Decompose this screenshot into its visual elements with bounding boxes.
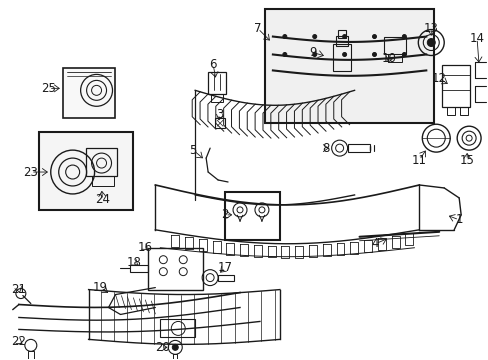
Text: 18: 18 [127,256,142,269]
Bar [459,107,467,115]
Circle shape [372,35,376,39]
Circle shape [342,53,346,57]
Text: 3: 3 [216,108,224,121]
Text: 21: 21 [11,283,26,296]
Bar [160,319,195,337]
Text: 4: 4 [371,237,379,250]
Bar [148,248,203,289]
Text: 2: 2 [221,208,228,221]
Text: 10: 10 [381,52,396,65]
Bar [91,176,113,186]
Text: 15: 15 [459,154,474,167]
Circle shape [342,35,346,39]
Text: 5: 5 [189,144,197,157]
Text: 25: 25 [41,82,56,95]
Text: 14: 14 [468,32,484,45]
Text: 24: 24 [95,193,110,206]
Text: 11: 11 [411,154,426,167]
Circle shape [372,53,376,57]
Bar [130,265,148,272]
Text: 7: 7 [254,22,261,35]
Text: 17: 17 [217,261,232,274]
Text: 6: 6 [209,58,217,71]
Text: 16: 16 [138,241,153,254]
Bar [173,354,177,360]
Bar [387,54,402,62]
Circle shape [402,53,406,57]
Text: 19: 19 [93,281,108,294]
Bar [208,72,225,94]
Text: 13: 13 [423,22,438,35]
Text: 23: 23 [23,166,38,179]
Bar [347,144,369,152]
Bar [335,36,347,45]
Text: 22: 22 [11,335,26,348]
Bar [337,30,345,37]
Circle shape [312,53,316,57]
Bar [28,351,34,359]
Circle shape [402,35,406,39]
Bar [224,192,279,240]
Text: 1: 1 [454,213,462,226]
Bar [62,68,114,118]
Bar [218,275,234,280]
Bar [447,107,454,115]
Circle shape [282,53,286,57]
Text: 9: 9 [308,46,316,59]
Circle shape [282,35,286,39]
Bar [85,148,117,176]
Bar [264,9,433,123]
Circle shape [427,39,434,46]
Bar [215,118,224,128]
Text: 20: 20 [155,341,169,354]
Bar [332,44,350,71]
Bar [441,66,469,107]
Bar [39,132,133,210]
Circle shape [172,345,178,350]
Circle shape [312,35,316,39]
Bar [384,37,406,54]
Bar [211,94,223,102]
Text: 8: 8 [321,141,329,155]
Text: 12: 12 [431,72,446,85]
